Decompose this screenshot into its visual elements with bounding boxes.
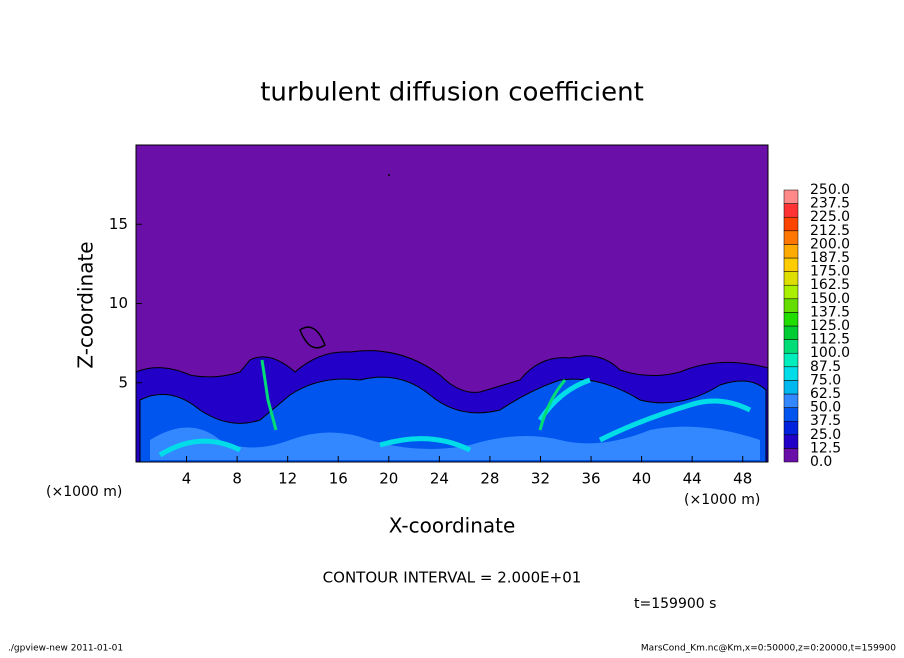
colorbar-label: 212.5 <box>810 223 850 239</box>
colorbar-band <box>783 230 799 245</box>
colorbar-label: 0.0 <box>810 454 832 470</box>
time-label: t=159900 s <box>634 596 716 612</box>
field-streak <box>260 359 567 431</box>
footer-left: ./gpview-new 2011-01-01 <box>8 644 123 654</box>
x-tick-label: 12 <box>278 470 297 488</box>
colorbar-label: 187.5 <box>810 250 850 266</box>
field-streak <box>158 377 752 458</box>
colorbar-label: 25.0 <box>810 427 841 443</box>
field-contour <box>299 174 390 349</box>
contour-note: CONTOUR INTERVAL = 2.000E+01 <box>323 569 582 587</box>
x-unit-label: (×1000 m) <box>46 484 122 500</box>
x-tick-label: 36 <box>581 470 600 488</box>
y-axis-label: Z-coordinate <box>74 241 98 368</box>
colorbar-band <box>783 407 799 422</box>
colorbar-label: 225.0 <box>810 209 850 225</box>
colorbar-label: 237.5 <box>810 196 850 212</box>
x-tick-label: 8 <box>232 470 242 488</box>
colorbar-band <box>783 284 799 300</box>
x-tick-label: 40 <box>632 470 651 488</box>
colorbar-label: 87.5 <box>810 359 841 375</box>
x-tick-label: 32 <box>531 470 550 488</box>
colorbar-label: 100.0 <box>810 345 850 361</box>
y-tick-label: 5 <box>118 373 128 391</box>
colorbar-band <box>783 366 799 381</box>
field-region <box>150 426 760 460</box>
colorbar-band <box>783 203 799 218</box>
colorbar-band <box>783 448 799 463</box>
colorbar-band <box>783 244 799 259</box>
colorbar-label: 200.0 <box>810 236 850 252</box>
colorbar-band <box>783 271 799 286</box>
colorbar-label: 137.5 <box>810 304 850 320</box>
colorbar-band <box>783 216 799 232</box>
colorbar-label: 50.0 <box>810 400 841 416</box>
colorbar-band <box>783 352 799 368</box>
colorbar-label: 125.0 <box>810 318 850 334</box>
x-tick-label: 28 <box>480 470 499 488</box>
colorbar-band <box>783 325 799 340</box>
colorbar-band <box>783 380 799 395</box>
colorbar-band <box>783 339 799 354</box>
footer-right: MarsCond_Km.nc@Km,x=0:50000,z=0:20000,t=… <box>641 644 896 654</box>
x-tick-label: 4 <box>182 470 192 488</box>
colorbar-label: 150.0 <box>810 291 850 307</box>
x-axis-label: X-coordinate <box>389 514 516 538</box>
colorbar-label: 112.5 <box>810 332 850 348</box>
colorbar-label: 37.5 <box>810 413 841 429</box>
x-tick-label: 16 <box>329 470 348 488</box>
colorbar-band <box>783 393 799 408</box>
colorbar-band <box>783 312 799 327</box>
colorbar-label: 250.0 <box>810 182 850 198</box>
x-tick-label: 48 <box>733 470 752 488</box>
y-tick-label: 15 <box>109 215 128 233</box>
colorbar-band <box>783 434 799 449</box>
x-unit-label: (×1000 m) <box>684 492 760 508</box>
colorbar-label: 175.0 <box>810 264 850 280</box>
x-tick-label: 24 <box>430 470 449 488</box>
colorbar-label: 75.0 <box>810 372 841 388</box>
colorbar-label: 62.5 <box>810 386 841 402</box>
x-tick-label: 20 <box>379 470 398 488</box>
field <box>135 144 769 463</box>
colorbar-band <box>783 420 799 436</box>
colorbar-band <box>783 257 799 272</box>
x-tick-label: 44 <box>683 470 702 488</box>
chart-title: turbulent diffusion coefficient <box>260 78 644 108</box>
colorbar-band <box>783 189 799 204</box>
y-tick-label: 10 <box>109 294 128 312</box>
colorbar-label: 12.5 <box>810 440 841 456</box>
colorbar-band <box>783 298 799 313</box>
colorbar-label: 162.5 <box>810 277 850 293</box>
